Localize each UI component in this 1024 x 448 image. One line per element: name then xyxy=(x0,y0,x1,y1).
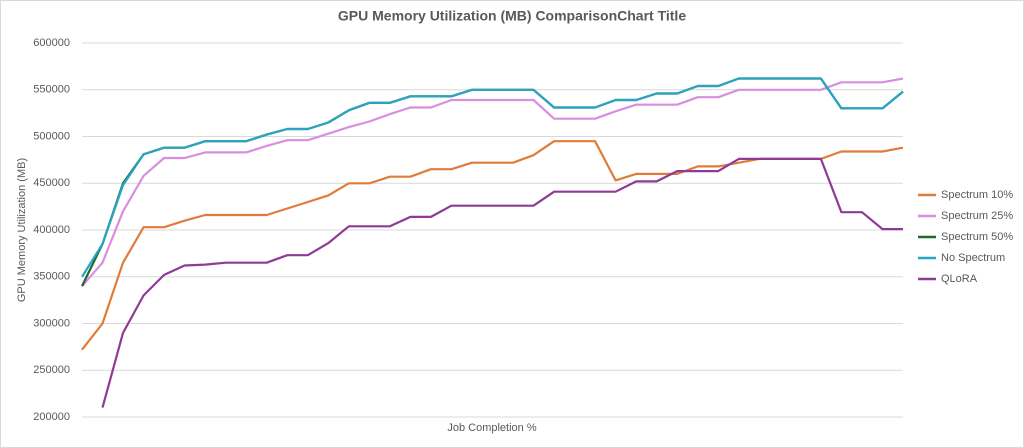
legend-label: Spectrum 25% xyxy=(941,210,1013,222)
y-tick-label: 400000 xyxy=(33,224,70,236)
chart-title: GPU Memory Utilization (MB) ComparisonCh… xyxy=(338,8,686,24)
y-tick-label: 200000 xyxy=(33,411,70,423)
series-line xyxy=(101,157,903,408)
y-tick-label: 250000 xyxy=(33,364,70,376)
series-line xyxy=(81,77,904,278)
y-tick-label: 300000 xyxy=(33,317,70,329)
y-axis-label: GPU Memory Utilization (MB) xyxy=(16,158,28,302)
y-tick-label: 550000 xyxy=(33,84,70,96)
y-tick-label: 450000 xyxy=(33,177,70,189)
x-axis-label: Job Completion % xyxy=(447,422,536,434)
legend-label: Spectrum 50% xyxy=(941,231,1013,243)
legend-label: QLoRA xyxy=(941,273,978,285)
y-tick-label: 350000 xyxy=(33,271,70,283)
y-tick-label: 600000 xyxy=(33,37,70,49)
legend-label: Spectrum 10% xyxy=(941,189,1013,201)
y-tick-label: 500000 xyxy=(33,130,70,142)
legend-label: No Spectrum xyxy=(941,252,1005,264)
series-line xyxy=(81,77,904,287)
